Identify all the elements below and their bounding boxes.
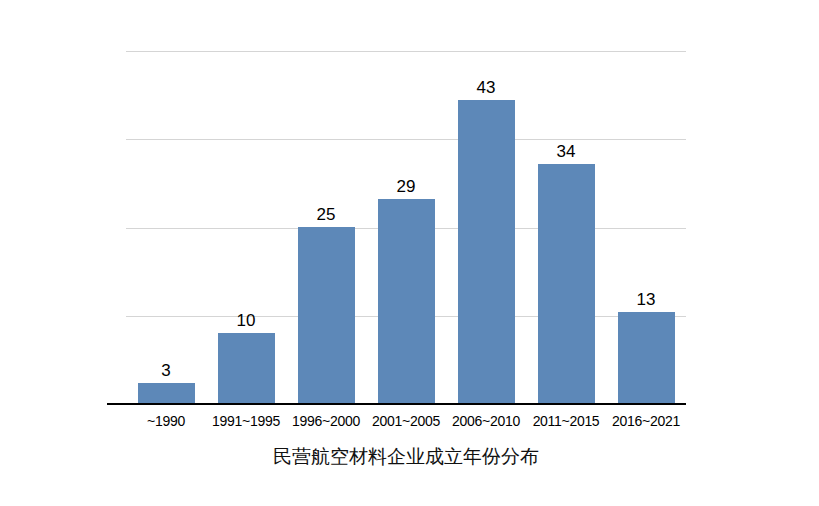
- y-gridline: [126, 51, 686, 52]
- bar-value-label: 43: [446, 79, 526, 97]
- bar-value-label: 3: [126, 362, 206, 380]
- bar-1996~2000: [298, 227, 355, 404]
- bar-2016~2021: [618, 312, 675, 404]
- bar-value-label: 25: [286, 206, 366, 224]
- bar-value-label: 13: [606, 291, 686, 309]
- bar-chart-figure: 3102529433413 ~19901991~19951996~2000200…: [0, 0, 819, 506]
- bar-value-label: 29: [366, 178, 446, 196]
- bar-value-label: 10: [206, 312, 286, 330]
- bar-2006~2010: [458, 100, 515, 404]
- bar-1991~1995: [218, 333, 275, 404]
- x-axis-line: [107, 403, 686, 405]
- y-gridline: [126, 139, 686, 140]
- x-axis-tick-label: 2016~2021: [596, 412, 696, 430]
- bar-2001~2005: [378, 199, 435, 404]
- bar-2011~2015: [538, 164, 595, 404]
- bar-~1990: [138, 383, 195, 404]
- chart-title: 民营航空材料企业成立年份分布: [126, 444, 686, 470]
- bar-value-label: 34: [526, 143, 606, 161]
